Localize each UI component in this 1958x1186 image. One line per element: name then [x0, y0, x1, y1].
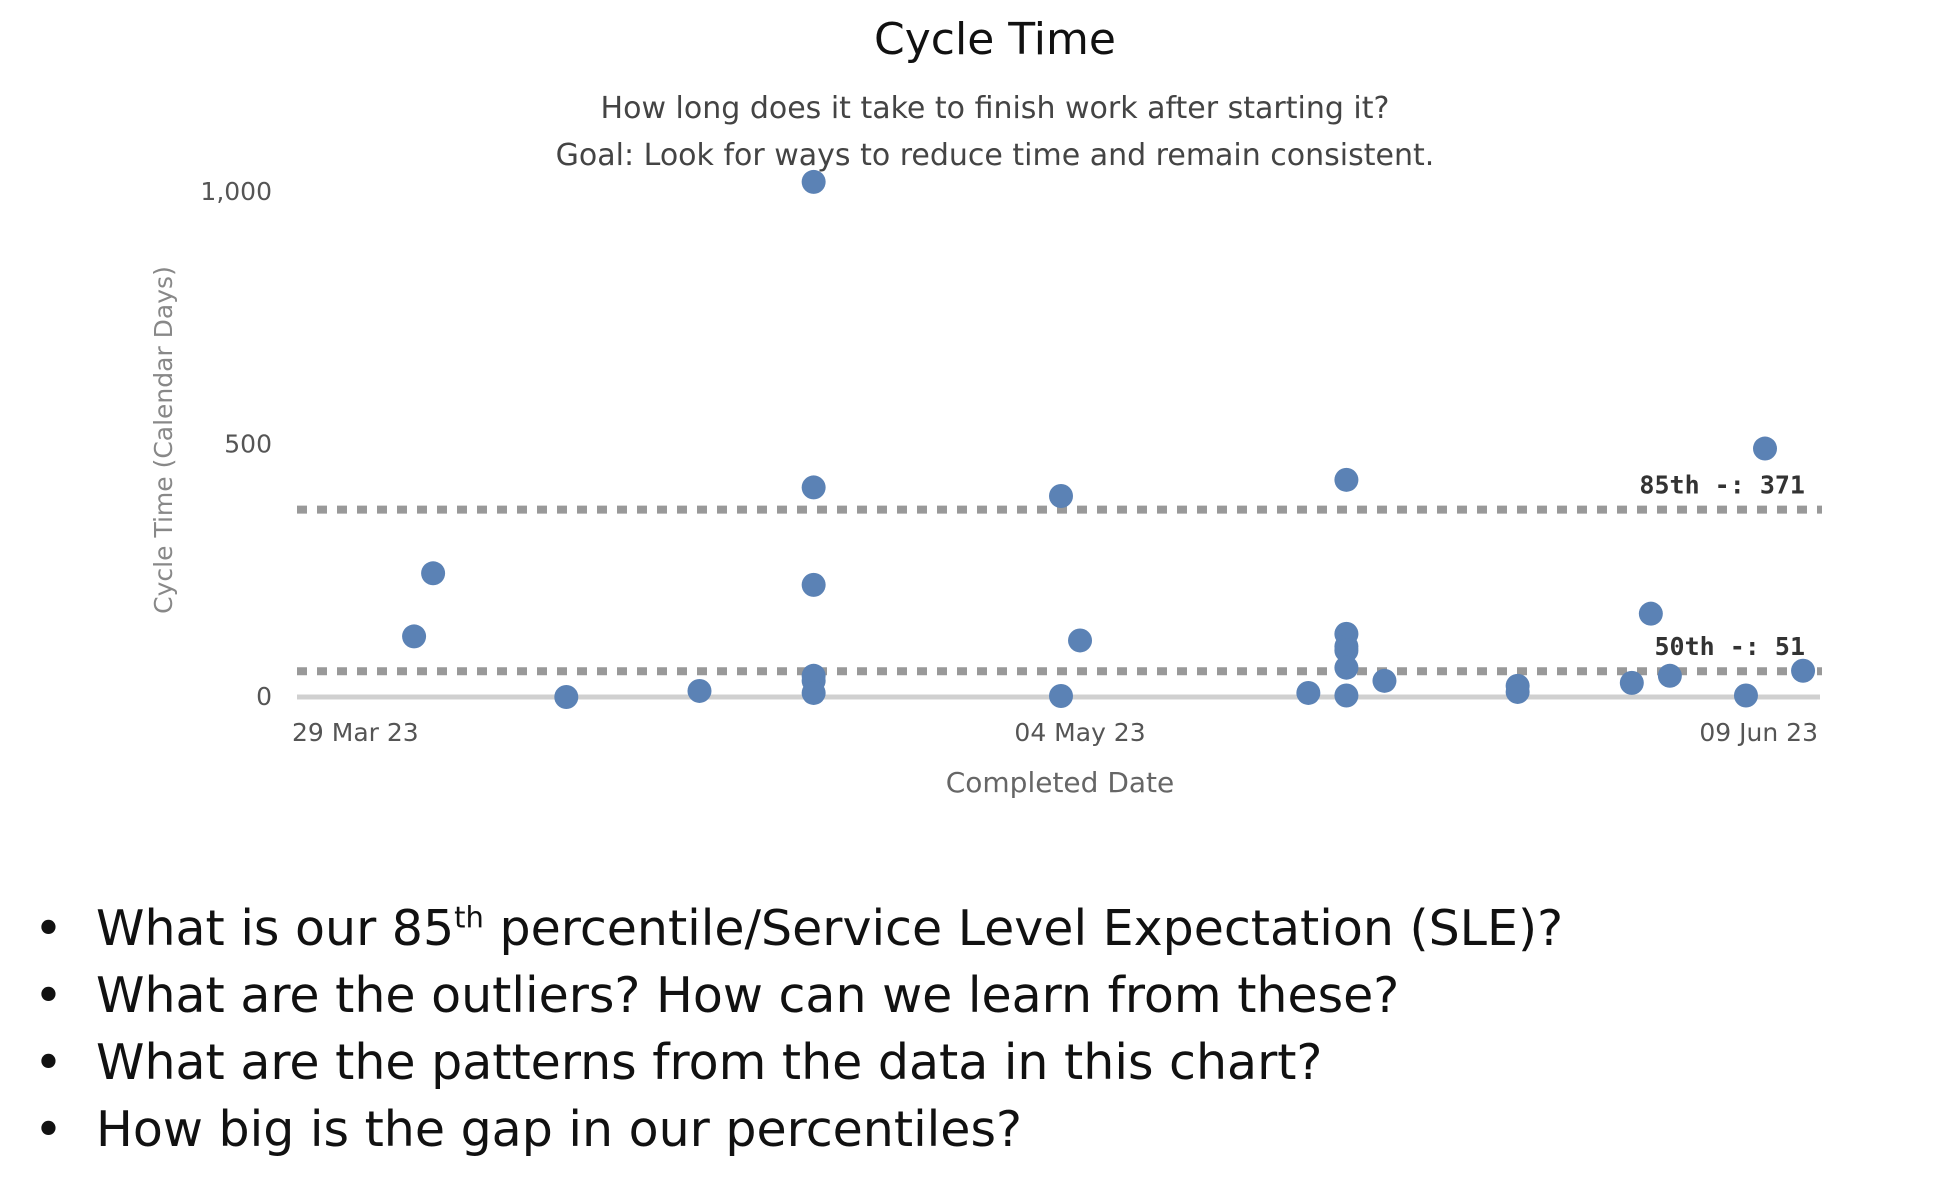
data-point[interactable] — [1334, 655, 1359, 680]
question-superscript: th — [454, 900, 484, 935]
x-axis-label: Completed Date — [946, 766, 1175, 799]
percentile-label: 85th -: 371 — [1639, 471, 1805, 500]
data-point[interactable] — [1334, 467, 1359, 492]
percentile-reference-lines: 85th -: 371 50th -: 51 — [297, 471, 1822, 676]
data-point[interactable] — [1638, 601, 1663, 626]
data-point[interactable] — [1505, 679, 1530, 704]
question-patterns: • What are the patterns from the data in … — [34, 1029, 1563, 1096]
bullet-marker: • — [34, 1034, 63, 1091]
bullet-marker: • — [34, 967, 63, 1024]
question-text: What is our 85 — [96, 900, 455, 957]
data-point[interactable] — [1372, 668, 1397, 693]
y-tick-labels: 0 500 1,000 — [200, 177, 272, 711]
question-outliers: • What are the outliers? How can we learn… — [34, 962, 1563, 1029]
bullet-marker: • — [34, 900, 63, 957]
bullet-marker: • — [34, 1101, 63, 1158]
chart-subtitle-line-2: Goal: Look for ways to reduce time and r… — [556, 138, 1435, 173]
question-percentile-gap: • How big is the gap in our percentiles? — [34, 1096, 1563, 1163]
percentile-label: 50th -: 51 — [1654, 632, 1805, 661]
x-tick-labels: 29 Mar 23 04 May 23 09 Jun 23 — [292, 718, 1818, 747]
data-point[interactable] — [1334, 638, 1359, 663]
y-tick-label: 500 — [224, 430, 272, 459]
question-text: What are the patterns from the data in t… — [96, 1034, 1323, 1091]
data-point[interactable] — [801, 475, 826, 500]
data-point[interactable] — [554, 685, 579, 709]
y-tick-label: 0 — [256, 682, 272, 711]
data-point[interactable] — [801, 680, 826, 705]
data-point[interactable] — [1733, 683, 1758, 708]
data-point[interactable] — [1068, 628, 1093, 653]
data-point[interactable] — [1657, 663, 1682, 688]
x-tick-label: 29 Mar 23 — [292, 718, 419, 747]
data-point[interactable] — [1049, 484, 1073, 509]
data-point[interactable] — [1049, 683, 1073, 708]
y-axis-label: Cycle Time (Calendar Days) — [149, 266, 178, 614]
data-point[interactable] — [801, 572, 826, 597]
data-point[interactable] — [1296, 680, 1321, 705]
data-point[interactable] — [1334, 683, 1359, 708]
data-point[interactable] — [687, 678, 712, 703]
x-tick-label: 09 Jun 23 — [1699, 718, 1818, 747]
chart-subtitle-line-1: How long does it take to finish work aft… — [601, 91, 1390, 126]
data-points — [402, 169, 1816, 709]
discussion-questions: • What is our 85th percentile/Service Lev… — [34, 895, 1563, 1163]
data-point[interactable] — [1619, 670, 1644, 695]
data-point[interactable] — [1753, 436, 1777, 461]
question-text-end: percentile/Service Level Expectation (SL… — [483, 900, 1564, 957]
data-point[interactable] — [1791, 658, 1816, 683]
y-tick-label: 1,000 — [200, 177, 272, 206]
question-text: What are the outliers? How can we learn … — [96, 967, 1400, 1024]
chart-title: Cycle Time — [874, 14, 1116, 65]
x-tick-label: 04 May 23 — [1014, 718, 1145, 747]
question-text: How big is the gap in our percentiles? — [96, 1101, 1022, 1158]
data-point[interactable] — [421, 561, 446, 586]
data-point[interactable] — [801, 169, 826, 194]
cycle-time-chart: Cycle Time How long does it take to fini… — [149, 14, 1822, 799]
question-sle: • What is our 85th percentile/Service Lev… — [34, 895, 1563, 962]
data-point[interactable] — [402, 624, 427, 649]
